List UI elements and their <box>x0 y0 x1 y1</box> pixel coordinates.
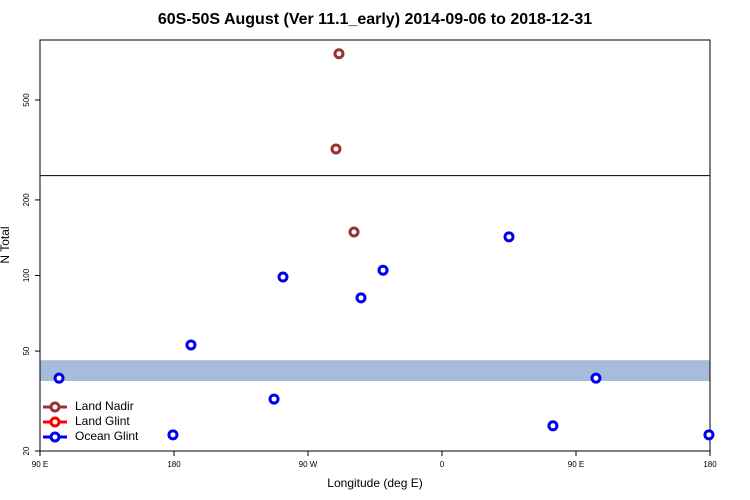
legend-label: Land Nadir <box>75 399 134 413</box>
point <box>348 226 360 238</box>
point <box>53 372 65 384</box>
point <box>590 372 602 384</box>
x-tick-label: 180 <box>167 460 181 469</box>
x-tick-label: 180 <box>703 460 717 469</box>
x-tick-label: 90 W <box>299 460 318 469</box>
y-tick-label: 100 <box>22 268 31 282</box>
point <box>377 264 389 276</box>
plot-frame <box>39 39 711 452</box>
point <box>547 420 559 432</box>
legend-marker <box>49 431 61 443</box>
legend-marker <box>49 416 61 428</box>
legend-label: Ocean Glint <box>75 429 139 443</box>
legend-label: Land Glint <box>75 414 130 428</box>
legend-marker <box>49 401 61 413</box>
y-tick-label: 50 <box>22 346 31 355</box>
x-tick-label: 90 E <box>32 460 48 469</box>
point <box>330 143 342 155</box>
point <box>185 339 197 351</box>
y-tick-label: 200 <box>22 193 31 207</box>
band <box>40 360 710 382</box>
y-tick-label: 500 <box>22 93 31 107</box>
y-axis-label: N Total <box>0 226 12 263</box>
x-axis-label: Longitude (deg E) <box>327 476 422 490</box>
chart-title: 60S-50S August (Ver 11.1_early) 2014-09-… <box>158 11 592 28</box>
point <box>703 429 715 441</box>
point <box>355 292 367 304</box>
x-tick-label: 0 <box>440 460 445 469</box>
point <box>167 429 179 441</box>
point <box>277 271 289 283</box>
point <box>503 231 515 243</box>
y-tick-label: 20 <box>22 446 31 455</box>
x-tick-label: 90 E <box>568 460 584 469</box>
point <box>268 393 280 405</box>
point <box>333 48 345 60</box>
